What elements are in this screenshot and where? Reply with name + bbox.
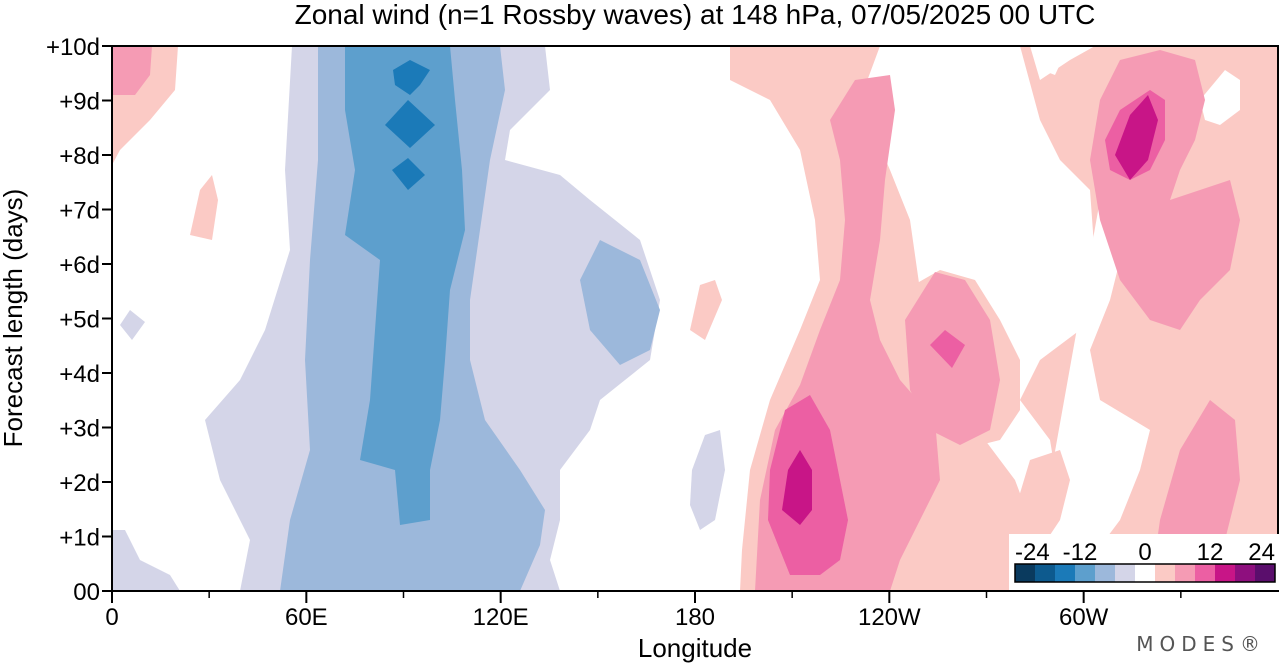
colorbar: -24 -12 0 12 24	[1009, 534, 1280, 590]
y-tick-label: 00	[73, 579, 100, 606]
colorbar-frame	[1014, 563, 1276, 583]
contour-pos-16-west	[782, 450, 812, 525]
contour-pos-12-mid	[930, 330, 965, 368]
x-tick-label: 120W	[858, 604, 921, 631]
colorbar-tick-label: -24	[1015, 539, 1050, 566]
y-tick-label: +8d	[59, 143, 100, 170]
y-axis-label: Forecast length (days)	[0, 189, 28, 448]
contour-neg-16a	[393, 60, 430, 95]
colorbar-tick-label: 0	[1138, 539, 1151, 566]
contour-neg-small-left	[112, 530, 180, 591]
contour-pos-8-topleft	[112, 46, 152, 95]
contour-pos-neg8-island	[580, 240, 660, 365]
y-axis: 00 +1d +2d +3d +4d +5d +6d +7d +8d +9d +10d	[46, 34, 112, 606]
y-tick-label: +1d	[59, 525, 100, 552]
y-tick-label: +2d	[59, 470, 100, 497]
colorbar-swatch	[1035, 564, 1056, 582]
colorbar-swatch	[1115, 564, 1136, 582]
y-tick-label: +7d	[59, 198, 100, 225]
colorbar-swatch	[1215, 564, 1236, 582]
colorbar-swatch	[1015, 564, 1036, 582]
contour-pos-16-east	[1115, 95, 1158, 180]
contour-pos-4-small2	[690, 280, 722, 340]
x-tick-label: 120E	[473, 604, 529, 631]
contour-neg-12	[345, 46, 465, 525]
colorbar-tick-label: 12	[1197, 539, 1224, 566]
contour-pos-white-hole	[860, 46, 1095, 520]
colorbar-swatch	[1155, 564, 1176, 582]
contour-neg-16c	[392, 158, 425, 190]
contour-pos-4-se-small	[1015, 450, 1070, 550]
colorbar-swatch	[1195, 564, 1216, 582]
y-tick-label: +6d	[59, 252, 100, 279]
contour-neg-small-dot	[120, 310, 145, 340]
x-tick-label: 60E	[285, 604, 328, 631]
colorbar-swatch	[1075, 564, 1096, 582]
x-tick-label: 180	[675, 604, 715, 631]
y-tick-label: +3d	[59, 416, 100, 443]
colorbar-swatch	[1175, 564, 1196, 582]
plot-area	[112, 46, 1278, 591]
colorbar-swatch	[1255, 564, 1276, 582]
contour-neg-180	[690, 430, 725, 530]
contour-pos-4-small	[190, 175, 218, 240]
x-axis-label: Longitude	[638, 633, 752, 663]
y-tick-label: +5d	[59, 307, 100, 334]
y-tick-label: +10d	[46, 34, 100, 61]
colorbar-swatch	[1235, 564, 1256, 582]
contour-pos-white-topright	[1200, 70, 1240, 125]
brand-logo: MODES®	[1136, 632, 1266, 656]
y-tick-label: +4d	[59, 361, 100, 388]
y-tick-label: +9d	[59, 89, 100, 116]
colorbar-swatch	[1055, 564, 1076, 582]
x-tick-label: 60W	[1059, 604, 1109, 631]
x-tick-label: 0	[105, 604, 118, 631]
colorbar-swatch	[1135, 564, 1156, 582]
contour-neg-16b	[385, 100, 435, 148]
chart-title: Zonal wind (n=1 Rossby waves) at 148 hPa…	[295, 0, 1096, 30]
colorbar-tick-label: -12	[1063, 539, 1098, 566]
colorbar-swatch	[1095, 564, 1116, 582]
x-axis: 0 60E 120E 180 120W 60W	[105, 591, 1182, 631]
colorbar-tick-label: 24	[1248, 539, 1275, 566]
contour-pos-white-dot	[1042, 50, 1062, 75]
